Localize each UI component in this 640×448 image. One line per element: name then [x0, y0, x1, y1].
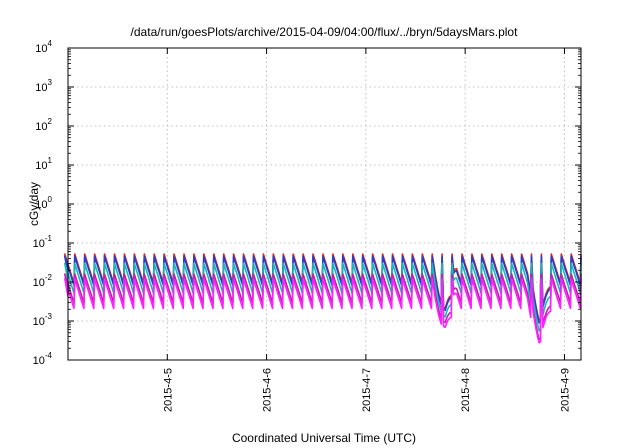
- chart-title: /data/run/goesPlots/archive/2015-04-09/0…: [131, 25, 519, 39]
- series-line-3: [64, 262, 582, 332]
- x-tick-label: 2015-4-6: [262, 368, 274, 412]
- x-tick-label: 2015-4-8: [460, 368, 472, 412]
- y-tick-label: 102: [35, 117, 52, 133]
- series-group: [64, 253, 582, 344]
- series-line-2: [64, 255, 582, 324]
- y-tick-label: 10-4: [33, 351, 53, 367]
- x-tick-label: 2015-4-7: [361, 368, 373, 412]
- x-tick-label: 2015-4-5: [162, 368, 174, 412]
- y-tick-label: 103: [35, 78, 52, 94]
- y-axis-label: cGy/day: [27, 182, 41, 226]
- x-tick-label: 2015-4-9: [559, 368, 571, 412]
- y-tick-label: 104: [35, 39, 52, 55]
- x-axis-label: Coordinated Universal Time (UTC): [232, 431, 416, 445]
- y-tick-label: 101: [35, 156, 52, 172]
- tick-group: 10-4 10-3 10-2 10-1 100 101 102 103 104 2015-4-5 2…: [33, 39, 581, 412]
- y-tick-label: 100: [35, 195, 52, 211]
- y-tick-label: 10-1: [33, 234, 53, 250]
- y-tick-label: 10-2: [33, 273, 53, 289]
- series-line-5: [64, 278, 582, 344]
- grid: [68, 48, 581, 360]
- y-tick-label: 10-3: [33, 312, 53, 328]
- series-line-4: [64, 273, 582, 341]
